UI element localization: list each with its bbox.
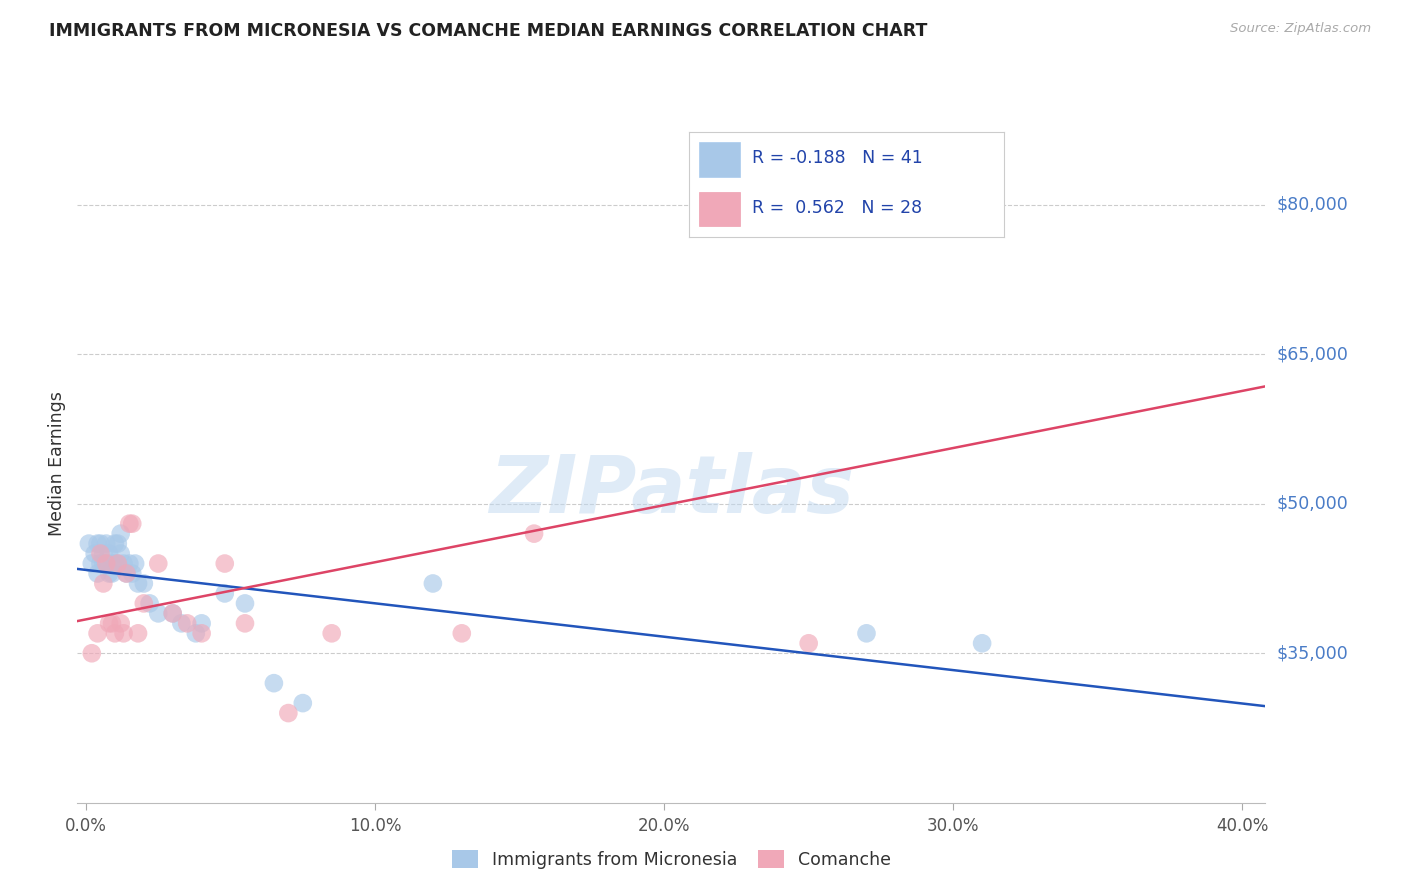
- Point: [148, 557, 170, 571]
- Point: [93, 576, 115, 591]
- Point: [104, 536, 127, 550]
- Point: [101, 566, 124, 581]
- Point: [115, 566, 138, 581]
- Point: [291, 696, 314, 710]
- Point: [101, 557, 124, 571]
- Point: [233, 596, 256, 610]
- Point: [110, 616, 132, 631]
- Point: [101, 616, 124, 631]
- Point: [233, 616, 256, 631]
- Point: [96, 536, 118, 550]
- Point: [110, 547, 132, 561]
- Point: [89, 536, 111, 550]
- Point: [107, 557, 129, 571]
- Point: [855, 626, 877, 640]
- Point: [83, 547, 105, 561]
- Point: [277, 706, 299, 720]
- Legend: Immigrants from Micronesia, Comanche: Immigrants from Micronesia, Comanche: [444, 843, 898, 875]
- Y-axis label: Median Earnings: Median Earnings: [48, 392, 66, 536]
- Point: [190, 616, 212, 631]
- Point: [214, 557, 236, 571]
- Point: [104, 557, 127, 571]
- Point: [190, 626, 212, 640]
- Point: [127, 576, 149, 591]
- Point: [184, 626, 207, 640]
- Point: [972, 636, 994, 650]
- Point: [104, 626, 127, 640]
- Text: ZIPatlas: ZIPatlas: [489, 452, 853, 530]
- Text: $50,000: $50,000: [1277, 495, 1348, 513]
- Point: [162, 607, 184, 621]
- Point: [80, 557, 103, 571]
- Point: [942, 218, 965, 232]
- Point: [110, 526, 132, 541]
- Point: [107, 536, 129, 550]
- Point: [98, 616, 121, 631]
- Text: $80,000: $80,000: [1277, 195, 1348, 214]
- Point: [118, 557, 141, 571]
- Point: [450, 626, 472, 640]
- Point: [263, 676, 285, 690]
- Point: [214, 586, 236, 600]
- Point: [162, 607, 184, 621]
- Text: IMMIGRANTS FROM MICRONESIA VS COMANCHE MEDIAN EARNINGS CORRELATION CHART: IMMIGRANTS FROM MICRONESIA VS COMANCHE M…: [49, 22, 928, 40]
- Point: [89, 557, 111, 571]
- Point: [148, 607, 170, 621]
- Point: [98, 547, 121, 561]
- Point: [115, 566, 138, 581]
- Point: [93, 547, 115, 561]
- Point: [170, 616, 193, 631]
- Point: [138, 596, 160, 610]
- Point: [422, 576, 444, 591]
- Point: [98, 566, 121, 581]
- Point: [86, 566, 108, 581]
- Point: [112, 557, 135, 571]
- Point: [77, 536, 100, 550]
- Point: [93, 557, 115, 571]
- Point: [132, 576, 155, 591]
- Point: [127, 626, 149, 640]
- Text: Source: ZipAtlas.com: Source: ZipAtlas.com: [1230, 22, 1371, 36]
- Point: [118, 516, 141, 531]
- Point: [797, 636, 820, 650]
- Point: [107, 557, 129, 571]
- Text: $35,000: $35,000: [1277, 644, 1348, 662]
- Point: [121, 516, 143, 531]
- Point: [321, 626, 343, 640]
- Point: [132, 596, 155, 610]
- Text: $65,000: $65,000: [1277, 345, 1348, 363]
- Point: [89, 547, 111, 561]
- Point: [176, 616, 198, 631]
- Point: [86, 626, 108, 640]
- Point: [80, 646, 103, 660]
- Point: [86, 536, 108, 550]
- Point: [124, 557, 146, 571]
- Point: [96, 557, 118, 571]
- Point: [96, 557, 118, 571]
- Point: [112, 626, 135, 640]
- Point: [121, 566, 143, 581]
- Point: [523, 526, 546, 541]
